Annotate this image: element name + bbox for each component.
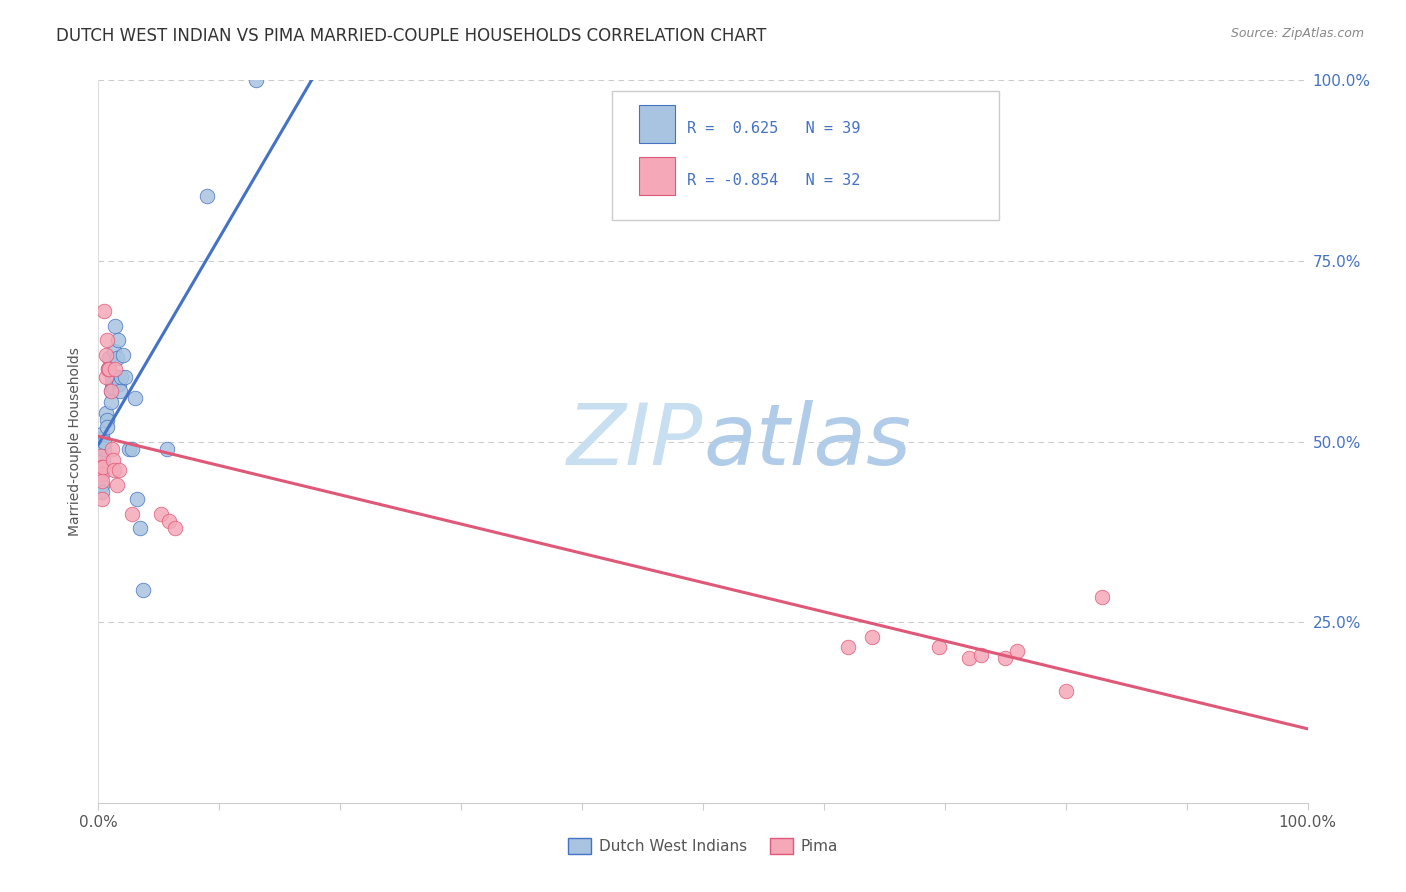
Point: [107, 334, 129, 348]
Point: [91, 492, 114, 507]
Point: [91, 478, 114, 492]
Point: [103, 344, 125, 359]
Point: [103, 463, 125, 477]
Point: [91, 485, 114, 500]
Point: [1091, 590, 1114, 604]
Text: ZIP: ZIP: [567, 400, 703, 483]
Point: [128, 521, 150, 535]
Point: [100, 369, 122, 384]
FancyBboxPatch shape: [638, 105, 675, 143]
Point: [97, 362, 120, 376]
Point: [100, 394, 122, 409]
Point: [94, 348, 117, 362]
Point: [994, 651, 1017, 665]
Point: [104, 362, 127, 376]
Point: [100, 442, 122, 456]
Point: [93, 304, 115, 318]
Point: [91, 459, 114, 474]
Legend: Dutch West Indians, Pima: Dutch West Indians, Pima: [562, 832, 844, 860]
Point: [91, 452, 114, 467]
Y-axis label: Married-couple Households: Married-couple Households: [69, 347, 83, 536]
Point: [157, 514, 180, 528]
FancyBboxPatch shape: [638, 157, 675, 194]
Point: [150, 507, 173, 521]
Point: [91, 467, 114, 481]
Point: [105, 369, 128, 384]
Point: [94, 406, 117, 420]
Point: [163, 521, 186, 535]
Point: [105, 351, 128, 366]
Text: atlas: atlas: [703, 400, 911, 483]
Point: [111, 348, 134, 362]
Point: [100, 384, 122, 398]
Point: [96, 420, 118, 434]
Point: [121, 442, 143, 456]
Point: [132, 582, 155, 597]
Point: [108, 384, 131, 398]
Point: [245, 73, 267, 87]
Point: [91, 459, 114, 474]
Point: [124, 391, 146, 405]
Point: [98, 362, 121, 376]
Point: [118, 442, 141, 456]
Text: Source: ZipAtlas.com: Source: ZipAtlas.com: [1230, 27, 1364, 40]
Point: [91, 475, 114, 489]
Point: [108, 376, 131, 391]
Point: [1007, 644, 1029, 658]
Point: [91, 427, 114, 442]
Point: [156, 442, 179, 456]
Point: [108, 463, 131, 477]
Text: DUTCH WEST INDIAN VS PIMA MARRIED-COUPLE HOUSEHOLDS CORRELATION CHART: DUTCH WEST INDIAN VS PIMA MARRIED-COUPLE…: [56, 27, 766, 45]
Point: [957, 651, 980, 665]
Point: [104, 318, 127, 333]
Point: [98, 351, 121, 366]
Point: [91, 431, 114, 445]
Point: [105, 478, 128, 492]
FancyBboxPatch shape: [613, 91, 1000, 220]
Point: [110, 369, 132, 384]
Point: [96, 413, 118, 427]
Text: R =  0.625   N = 39: R = 0.625 N = 39: [688, 121, 860, 136]
Point: [97, 362, 120, 376]
Point: [195, 189, 218, 203]
Point: [91, 438, 114, 452]
Point: [94, 369, 117, 384]
Point: [90, 445, 112, 459]
Point: [837, 640, 859, 655]
Point: [860, 630, 883, 644]
Point: [1054, 683, 1077, 698]
Point: [101, 380, 124, 394]
Point: [100, 376, 122, 391]
Point: [114, 369, 136, 384]
Point: [127, 492, 149, 507]
Text: R = -0.854   N = 32: R = -0.854 N = 32: [688, 173, 860, 188]
Point: [100, 384, 122, 398]
Point: [93, 434, 115, 449]
Point: [91, 463, 114, 477]
Point: [96, 334, 118, 348]
Point: [93, 442, 115, 456]
Point: [928, 640, 950, 655]
Point: [101, 452, 124, 467]
Point: [121, 507, 143, 521]
Point: [970, 648, 993, 662]
Point: [90, 449, 112, 463]
